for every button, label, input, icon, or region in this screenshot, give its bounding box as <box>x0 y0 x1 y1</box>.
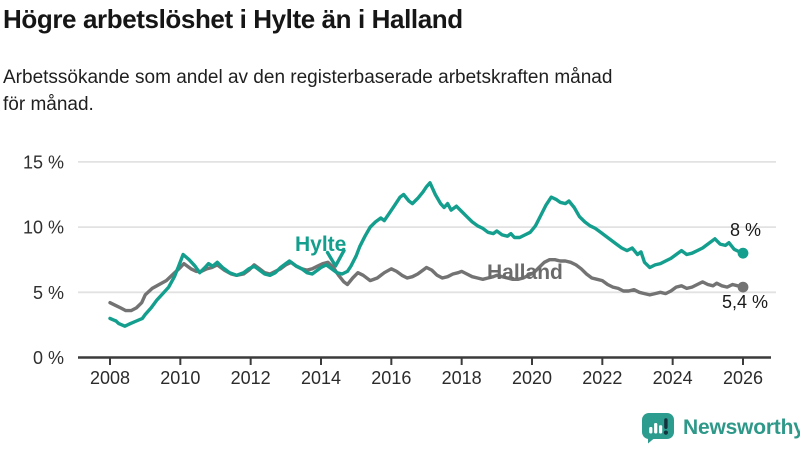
x-axis-tick-label: 2014 <box>301 368 341 388</box>
x-axis-tick-label: 2010 <box>160 368 200 388</box>
newsworthy-wordmark: Newsworthy <box>683 416 800 439</box>
x-axis-tick-label: 2026 <box>723 368 763 388</box>
y-axis-tick-label: 0 % <box>33 348 64 368</box>
subtitle-line-1: Arbetssökande som andel av den registerb… <box>3 67 613 88</box>
y-axis-tick-label: 15 % <box>23 152 64 172</box>
newsworthy-logo: Newsworthy <box>641 412 800 444</box>
x-axis-tick-label: 2012 <box>231 368 271 388</box>
x-axis-tick-label: 2018 <box>442 368 482 388</box>
halland-end-dot <box>737 281 749 293</box>
hylte-pointer-arrow-icon <box>325 248 346 268</box>
halland-end-value-label: 5,4 % <box>722 292 769 312</box>
chart-subtitle: Arbetssökande som andel av den registerb… <box>3 64 612 118</box>
hylte-line <box>108 181 745 328</box>
y-axis-tick-label: 10 % <box>23 218 64 238</box>
x-axis-tick-label: 2024 <box>653 368 693 388</box>
page-title: Högre arbetslöshet i Hylte än i Halland <box>3 4 463 34</box>
newsworthy-logo-icon <box>642 413 674 444</box>
hylte-end-dot <box>737 247 749 259</box>
series-label-hylte: Hylte <box>295 233 347 256</box>
x-axis-tick-label: 2020 <box>512 368 552 388</box>
hylte-end-value-label: 8 % <box>730 220 762 240</box>
x-axis-tick-label: 2016 <box>371 368 411 388</box>
x-axis-tick-label: 2008 <box>90 368 130 388</box>
y-axis-tick-label: 5 % <box>33 283 64 303</box>
subtitle-line-2: för månad. <box>3 94 94 115</box>
series-label-halland: Halland <box>487 261 563 284</box>
x-axis-tick-label: 2022 <box>582 368 622 388</box>
